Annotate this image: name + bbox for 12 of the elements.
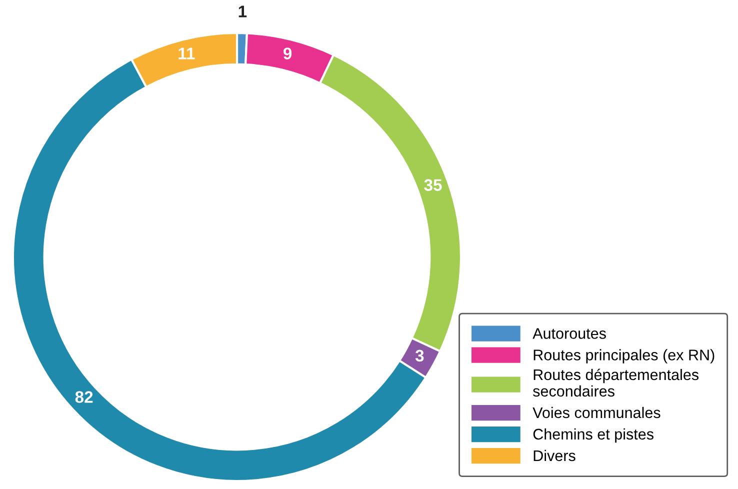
data-label: 1 — [238, 6, 247, 18]
legend-label: Divers — [534, 450, 576, 462]
data-label: 9 — [283, 48, 292, 60]
legend-label: Voies communales — [532, 406, 660, 418]
data-label: 11 — [178, 48, 195, 60]
data-label: 35 — [424, 179, 442, 191]
data-label: 82 — [75, 391, 93, 403]
legend-label: Autoroutes — [532, 328, 606, 339]
legend-label: Routes principales (ex RN) — [534, 349, 714, 364]
legend-label: Chemins et pistes — [533, 428, 654, 443]
legend-label: Routes départementales secondaires — [533, 368, 699, 397]
data-label: 3 — [415, 350, 424, 362]
